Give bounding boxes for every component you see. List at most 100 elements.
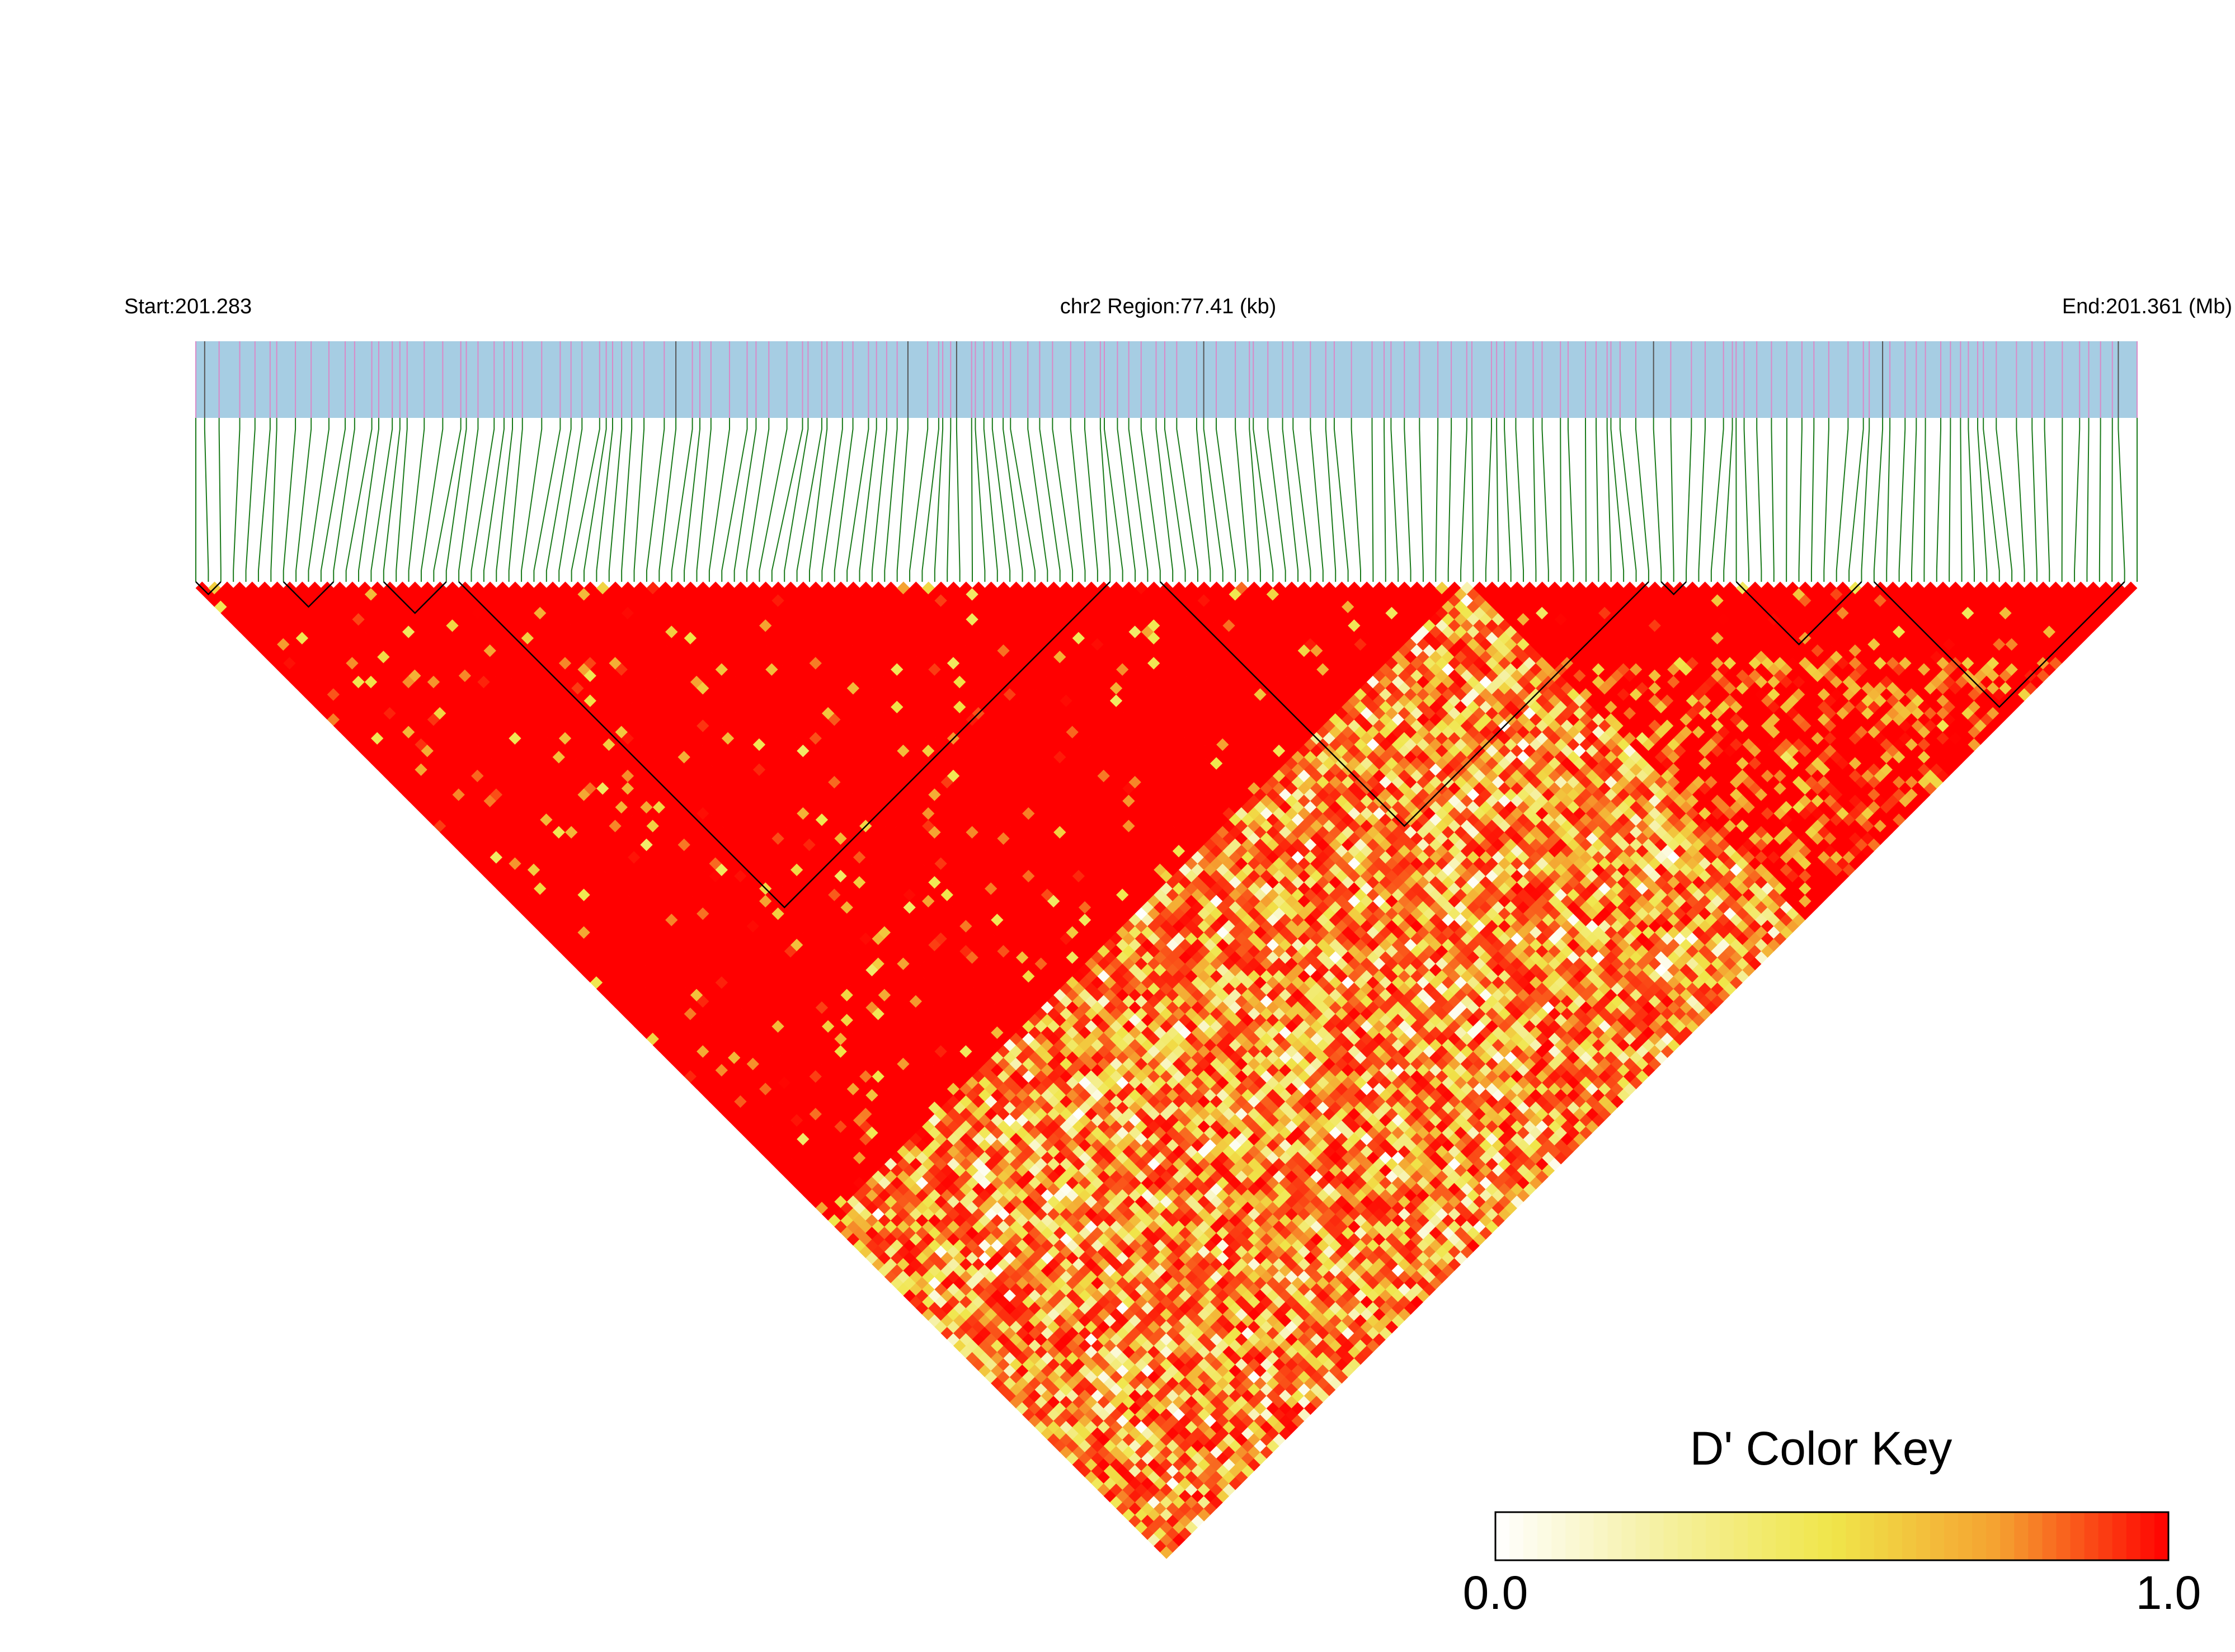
snp-connector	[1698, 418, 1706, 582]
snp-connector	[983, 418, 998, 582]
snp-connector	[2044, 418, 2050, 582]
snp-connector	[909, 418, 929, 582]
snp-connector	[1670, 418, 1674, 582]
snp-connector	[1292, 418, 1311, 582]
snp-connector	[1798, 418, 1803, 582]
snp-connector	[621, 418, 633, 582]
snp-connector	[1923, 418, 1926, 582]
snp-connector	[1996, 418, 2013, 582]
ld-heatmap-cells	[195, 581, 2138, 1559]
snp-connector	[1960, 418, 1963, 582]
region-start-label: Start:201.283	[124, 295, 252, 318]
snp-connector	[784, 418, 809, 582]
snp-connector	[521, 418, 543, 582]
snp-connector	[1686, 418, 1692, 582]
snp-connector	[1968, 418, 1975, 582]
snp-connector	[1873, 418, 1884, 582]
snp-connector	[1351, 418, 1361, 582]
region-end-label: End:201.361 (Mb)	[2062, 295, 2232, 318]
snp-connector	[420, 418, 444, 582]
snp-connector	[884, 418, 898, 582]
snp-connector	[1861, 418, 1870, 582]
snp-connector	[808, 418, 828, 582]
snp-connector	[308, 418, 330, 582]
snp-connector	[1155, 418, 1174, 582]
snp-connector	[1447, 418, 1452, 582]
snp-connector	[2016, 418, 2025, 582]
snp-connector	[257, 418, 271, 582]
snp-connector	[896, 418, 909, 582]
snp-connector	[1325, 418, 1337, 582]
track-background	[196, 341, 2137, 418]
snp-connector	[470, 418, 495, 582]
snp-connector	[1390, 418, 1399, 582]
snp-position-track	[195, 341, 2138, 418]
snp-connector	[696, 418, 712, 582]
snp-connector	[596, 418, 613, 582]
snp-connector	[445, 418, 467, 582]
snp-connector	[1010, 418, 1036, 582]
snp-connector	[834, 418, 854, 582]
snp-connector	[658, 418, 677, 582]
snp-connector	[1585, 418, 1587, 582]
snp-connector	[458, 418, 479, 582]
snp-connector	[333, 418, 355, 582]
snp-connector	[1949, 418, 1951, 582]
snp-connector	[633, 418, 645, 582]
snp-connector	[733, 418, 757, 582]
snp-connector	[584, 418, 607, 582]
snp-connector	[646, 418, 665, 582]
snp-connector	[1596, 418, 1599, 582]
snp-connector	[746, 418, 770, 582]
snp-connector	[396, 418, 408, 582]
snp-connector	[1485, 418, 1492, 582]
snp-connector	[1504, 418, 1512, 582]
snp-connector	[1249, 418, 1261, 582]
snp-connector	[558, 418, 583, 582]
region-center-label: chr2 Region:77.41 (kb)	[1060, 295, 1277, 318]
snp-connector	[571, 418, 600, 582]
snp-connector	[320, 418, 346, 582]
snp-connector	[721, 418, 748, 582]
snp-connector	[1164, 418, 1186, 582]
snp-connector	[1560, 418, 1562, 582]
snp-connector	[433, 418, 462, 582]
snp-connector	[975, 418, 986, 582]
snp-connector	[1836, 418, 1849, 582]
snp-connector	[1419, 418, 1424, 582]
snp-connector	[496, 418, 513, 582]
snp-connector	[1128, 418, 1149, 582]
snp-connector	[1710, 418, 1724, 582]
snp-connector	[245, 418, 256, 582]
snp-connector	[796, 418, 822, 582]
snp-connector	[1039, 418, 1061, 582]
snp-connector	[1203, 418, 1224, 582]
snp-connector	[1610, 418, 1625, 582]
snp-connector	[204, 418, 209, 582]
snp-connector	[2086, 418, 2090, 582]
snp-connector	[1099, 418, 1111, 582]
snp-connector	[383, 418, 401, 582]
snp-connector	[1496, 418, 1499, 582]
snp-connector	[1371, 418, 1374, 582]
snp-connector	[1723, 418, 1733, 582]
snp-connector	[671, 418, 693, 582]
snp-connector	[1310, 418, 1324, 582]
snp-connector	[1267, 418, 1286, 582]
snp-connector	[1384, 418, 1386, 582]
snp-connector	[1215, 418, 1236, 582]
snp-connector	[1404, 418, 1411, 582]
snp-connector	[684, 418, 701, 582]
snp-connector	[545, 418, 572, 582]
snp-connector	[991, 418, 1011, 582]
snp-connector	[2098, 418, 2101, 582]
snp-connector	[1460, 418, 1467, 582]
snp-connector	[1635, 418, 1649, 582]
snp-connector	[1886, 418, 1891, 582]
snp-connector	[1983, 418, 2000, 582]
snp-connector	[483, 418, 505, 582]
snp-connector	[1977, 418, 1988, 582]
snp-connector	[934, 418, 944, 582]
snp-connector	[1117, 418, 1136, 582]
